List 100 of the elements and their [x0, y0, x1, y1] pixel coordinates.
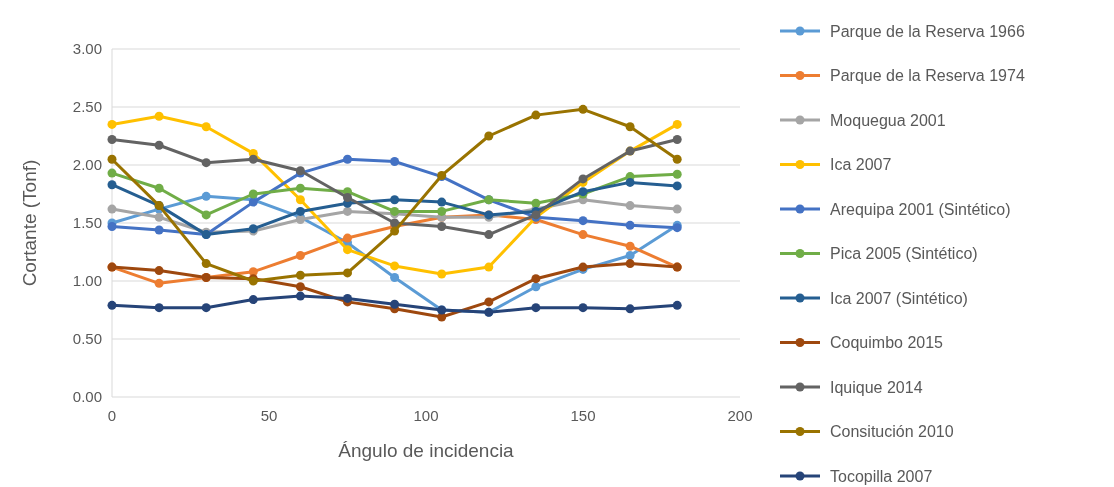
- point: [484, 230, 494, 240]
- x-tick-label: 50: [260, 407, 278, 424]
- point: [343, 293, 352, 303]
- point: [531, 110, 541, 120]
- point: [154, 183, 164, 193]
- y-tick-label: 2.50: [72, 98, 102, 116]
- point: [107, 134, 117, 144]
- point: [672, 181, 682, 191]
- point: [343, 206, 352, 216]
- y-axis-title: Cortante (Tonf): [19, 159, 40, 287]
- point: [625, 241, 635, 251]
- point: [295, 206, 305, 216]
- point: [295, 282, 305, 292]
- point: [578, 303, 588, 313]
- point: [248, 295, 258, 305]
- point: [531, 274, 541, 284]
- point: [107, 154, 117, 164]
- point: [107, 204, 117, 214]
- point: [154, 140, 164, 150]
- point: [154, 212, 164, 222]
- y-tick-label: 2.00: [72, 156, 102, 174]
- point: [390, 218, 400, 228]
- point: [107, 119, 117, 129]
- point: [343, 154, 352, 164]
- point: [437, 197, 447, 207]
- legend-label: Moquegua 2001: [830, 111, 946, 129]
- point: [201, 259, 211, 269]
- point: [625, 250, 635, 260]
- point: [201, 191, 211, 201]
- point: [154, 266, 164, 276]
- point: [201, 122, 211, 132]
- legend-label: Ica 2007 (Sintético): [830, 289, 968, 307]
- point: [390, 195, 400, 205]
- point: [625, 259, 635, 269]
- point: [390, 157, 400, 167]
- legend-label: Ica 2007: [830, 156, 892, 174]
- point: [343, 233, 352, 243]
- x-tick-label: 200: [727, 407, 753, 424]
- point: [578, 216, 588, 226]
- point: [672, 169, 682, 179]
- point: [531, 282, 541, 292]
- legend-label: Tocopilla 2007: [830, 467, 933, 485]
- legend-label: Iquique 2014: [830, 378, 923, 396]
- legend-label: Coquimbo 2015: [830, 334, 944, 352]
- point: [343, 268, 352, 278]
- point: [437, 221, 447, 231]
- point: [390, 261, 400, 271]
- point: [154, 278, 164, 288]
- y-tick-label: 1.00: [72, 272, 102, 290]
- point: [201, 210, 211, 220]
- point: [248, 154, 258, 164]
- point: [343, 245, 352, 255]
- point: [295, 183, 305, 193]
- x-tick-label: 0: [107, 407, 117, 424]
- legend-label: Parque de la Reserva 1974: [830, 67, 1025, 85]
- point: [672, 204, 682, 214]
- point: [390, 299, 400, 309]
- point: [295, 195, 305, 205]
- point: [625, 177, 635, 187]
- point: [437, 269, 447, 279]
- y-tick-label: 0.00: [72, 388, 102, 406]
- point: [201, 303, 211, 313]
- y-tick-label: 1.50: [72, 214, 102, 232]
- legend-label: Arequipa 2001 (Sintético): [830, 200, 1011, 218]
- point: [672, 154, 682, 164]
- point: [295, 291, 305, 301]
- point: [484, 297, 494, 307]
- point: [531, 303, 541, 313]
- x-axis-title: Ángulo de incidencia: [338, 440, 515, 461]
- point: [107, 180, 117, 190]
- point: [201, 158, 211, 168]
- point: [437, 206, 447, 216]
- point: [672, 134, 682, 144]
- y-tick-label: 3.00: [72, 40, 102, 58]
- legend-label: Pica 2005 (Sintético): [830, 245, 978, 263]
- legend-label: Parque de la Reserva 1966: [830, 22, 1025, 40]
- point: [625, 220, 635, 230]
- point: [295, 270, 305, 280]
- point: [578, 230, 588, 240]
- point: [484, 131, 494, 141]
- point: [625, 201, 635, 211]
- point: [484, 262, 494, 272]
- point: [625, 304, 635, 314]
- point: [578, 104, 588, 114]
- y-tick-label: 0.50: [72, 330, 102, 348]
- x-tick-label: 100: [413, 407, 439, 424]
- point: [672, 119, 682, 129]
- point: [248, 189, 258, 199]
- point: [625, 122, 635, 132]
- point: [154, 303, 164, 313]
- point: [154, 111, 164, 121]
- point: [154, 225, 164, 235]
- point: [343, 192, 352, 202]
- point: [295, 250, 305, 260]
- point: [107, 168, 117, 178]
- point: [390, 273, 400, 283]
- point: [531, 198, 541, 208]
- point: [672, 300, 682, 310]
- point: [390, 226, 400, 236]
- x-tick-label: 150: [570, 407, 596, 424]
